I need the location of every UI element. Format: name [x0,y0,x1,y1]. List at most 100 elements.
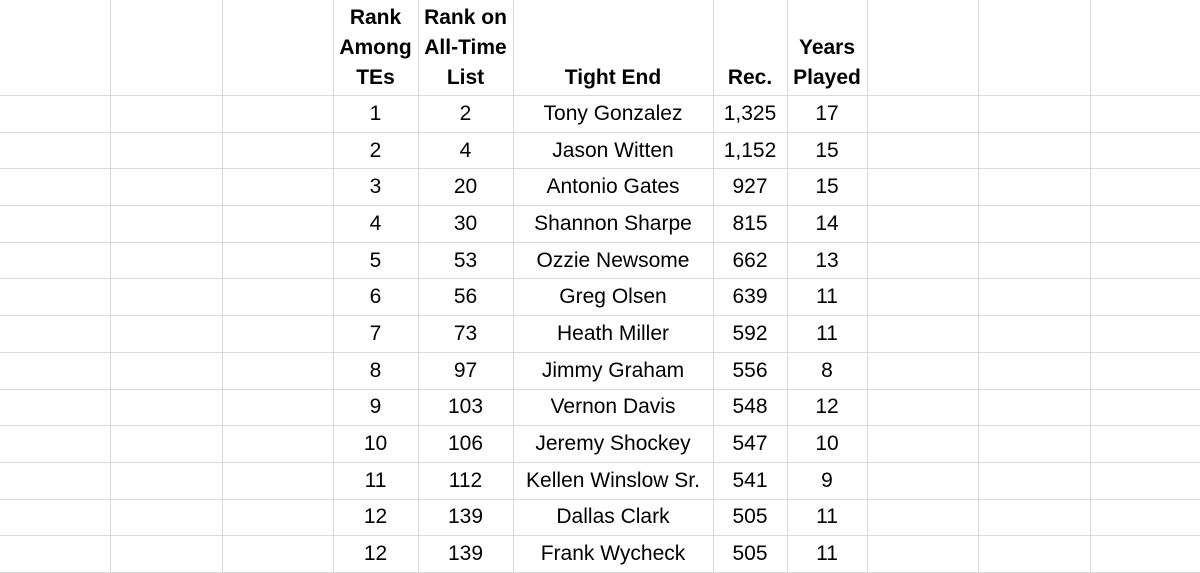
cell[interactable]: Heath Miller [512,315,714,353]
empty-cell[interactable] [1089,0,1200,96]
empty-cell[interactable] [1089,95,1200,133]
empty-cell[interactable] [109,388,223,427]
empty-cell[interactable] [1089,278,1200,317]
cell[interactable]: 505 [712,535,788,573]
cell[interactable]: 9 [332,388,419,427]
empty-cell[interactable] [0,168,111,207]
cell[interactable]: Shannon Sharpe [512,205,714,243]
empty-cell[interactable] [977,388,1091,427]
cell[interactable]: Kellen Winslow Sr. [512,461,714,500]
empty-cell[interactable] [866,535,979,573]
cell[interactable]: Tony Gonzalez [512,95,714,133]
empty-cell[interactable] [1089,168,1200,207]
empty-cell[interactable] [977,168,1091,207]
empty-cell[interactable] [221,205,334,243]
cell[interactable]: Antonio Gates [512,168,714,207]
empty-cell[interactable] [221,351,334,390]
cell[interactable]: 97 [417,351,514,390]
empty-cell[interactable] [866,461,979,500]
cell[interactable]: 53 [417,241,514,280]
empty-cell[interactable] [0,241,111,280]
empty-cell[interactable] [866,388,979,427]
empty-cell[interactable] [866,425,979,463]
cell[interactable]: 73 [417,315,514,353]
empty-cell[interactable] [866,0,979,96]
empty-cell[interactable] [866,315,979,353]
empty-cell[interactable] [1089,425,1200,463]
cell[interactable]: 11 [786,498,868,537]
cell[interactable]: 7 [332,315,419,353]
empty-cell[interactable] [977,461,1091,500]
cell[interactable]: Jeremy Shockey [512,425,714,463]
cell[interactable]: 2 [417,95,514,133]
cell[interactable]: 11 [332,461,419,500]
empty-cell[interactable] [0,131,111,170]
cell[interactable]: 9 [786,461,868,500]
cell[interactable]: 592 [712,315,788,353]
empty-cell[interactable] [0,461,111,500]
empty-cell[interactable] [109,278,223,317]
cell[interactable]: 1 [332,95,419,133]
cell[interactable]: 5 [332,241,419,280]
cell[interactable]: 106 [417,425,514,463]
cell[interactable]: 103 [417,388,514,427]
empty-cell[interactable] [866,498,979,537]
cell[interactable]: 1,152 [712,131,788,170]
header-cell-rank-among-tes[interactable]: Rank Among TEs [332,0,419,96]
empty-cell[interactable] [1089,461,1200,500]
cell[interactable]: 8 [786,351,868,390]
empty-cell[interactable] [109,498,223,537]
empty-cell[interactable] [977,131,1091,170]
empty-cell[interactable] [977,241,1091,280]
cell[interactable]: 20 [417,168,514,207]
empty-cell[interactable] [1089,351,1200,390]
empty-cell[interactable] [0,315,111,353]
empty-cell[interactable] [1089,241,1200,280]
empty-cell[interactable] [1089,535,1200,573]
cell[interactable]: 30 [417,205,514,243]
empty-cell[interactable] [221,168,334,207]
cell[interactable]: 12 [332,535,419,573]
cell[interactable]: 556 [712,351,788,390]
cell[interactable]: 15 [786,168,868,207]
cell[interactable]: 6 [332,278,419,317]
empty-cell[interactable] [0,535,111,573]
header-cell-rank-all-time[interactable]: Rank on All-Time List [417,0,514,96]
empty-cell[interactable] [0,0,111,96]
cell[interactable]: 548 [712,388,788,427]
empty-cell[interactable] [866,278,979,317]
cell[interactable]: 3 [332,168,419,207]
empty-cell[interactable] [0,498,111,537]
cell[interactable]: 12 [332,498,419,537]
header-cell-receptions[interactable]: Rec. [712,0,788,96]
cell[interactable]: 4 [417,131,514,170]
cell[interactable]: 815 [712,205,788,243]
empty-cell[interactable] [109,0,223,96]
empty-cell[interactable] [977,425,1091,463]
cell[interactable]: 11 [786,315,868,353]
empty-cell[interactable] [221,241,334,280]
cell[interactable]: Dallas Clark [512,498,714,537]
empty-cell[interactable] [866,168,979,207]
empty-cell[interactable] [0,205,111,243]
header-cell-tight-end[interactable]: Tight End [512,0,714,96]
cell[interactable]: Greg Olsen [512,278,714,317]
empty-cell[interactable] [109,131,223,170]
empty-cell[interactable] [1089,498,1200,537]
empty-cell[interactable] [221,315,334,353]
empty-cell[interactable] [0,351,111,390]
empty-cell[interactable] [1089,131,1200,170]
empty-cell[interactable] [977,535,1091,573]
cell[interactable]: 639 [712,278,788,317]
empty-cell[interactable] [866,95,979,133]
empty-cell[interactable] [866,241,979,280]
cell[interactable]: 17 [786,95,868,133]
cell[interactable]: 11 [786,535,868,573]
cell[interactable]: 541 [712,461,788,500]
cell[interactable]: 14 [786,205,868,243]
cell[interactable]: 927 [712,168,788,207]
empty-cell[interactable] [866,205,979,243]
cell[interactable]: 8 [332,351,419,390]
cell[interactable]: 547 [712,425,788,463]
empty-cell[interactable] [221,0,334,96]
